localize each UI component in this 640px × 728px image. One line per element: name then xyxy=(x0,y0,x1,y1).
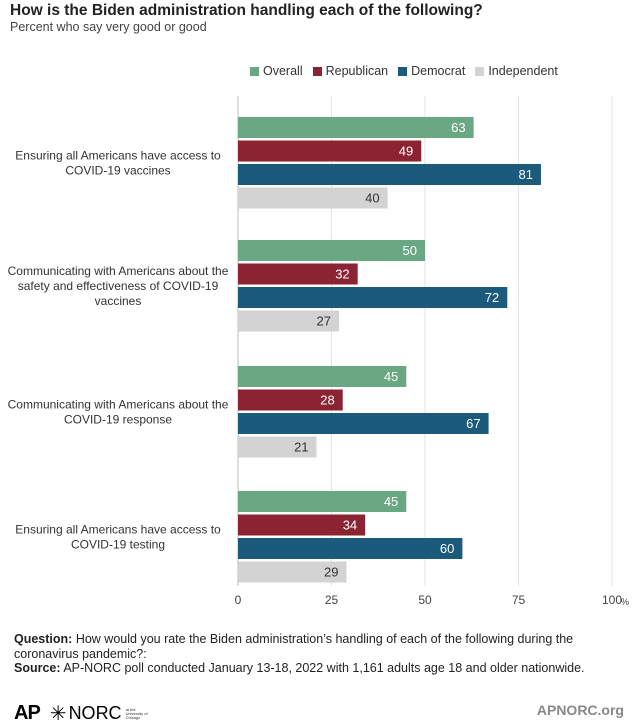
category-label-line: Ensuring all Americans have access to xyxy=(15,148,221,162)
source-label: Source: xyxy=(14,661,61,675)
legend-label-democrat: Democrat xyxy=(411,64,466,78)
bar xyxy=(238,366,407,387)
bar xyxy=(238,263,358,285)
bar-value-label: 40 xyxy=(365,191,379,206)
question-text: How would you rate the Biden administrat… xyxy=(14,632,574,661)
bar xyxy=(238,287,508,308)
legend-swatch-independent xyxy=(475,66,485,76)
bar-value-label: 45 xyxy=(384,369,398,384)
bar xyxy=(238,413,489,434)
x-tick-label: 100 xyxy=(602,593,622,607)
bar-value-label: 81 xyxy=(518,167,532,182)
norc-logo-text: NORC xyxy=(68,703,122,723)
legend-label-republican: Republican xyxy=(325,64,389,78)
category-label: Communicating with Americans about the CO… xyxy=(8,397,229,426)
source-text: AP-NORC poll conducted January 13-18, 20… xyxy=(63,661,585,675)
bar-value-label: 50 xyxy=(403,243,417,258)
category-label: Communicating with Americans about the sa… xyxy=(8,264,229,308)
bar-value-label: 49 xyxy=(399,144,413,159)
bar-value-label: 72 xyxy=(485,290,499,305)
ap-logo: AP xyxy=(14,702,41,724)
legend-swatch-republican xyxy=(312,66,322,76)
bar-value-label: 27 xyxy=(317,314,331,329)
legend-item-republican: Republican xyxy=(312,64,389,78)
legend-item-independent: Independent xyxy=(475,64,558,78)
norc-logo-subtext: at the University of Chicago xyxy=(125,706,148,720)
bar-value-label: 34 xyxy=(343,518,357,533)
bar xyxy=(238,164,541,185)
bar-value-label: 28 xyxy=(320,393,334,408)
bar-chart: 0 25 50 75 100% 63 49 81 40 Ensuring all American… xyxy=(8,96,629,607)
bar xyxy=(238,491,407,512)
bar-value-label: 29 xyxy=(324,565,338,580)
bar-value-label: 32 xyxy=(335,267,349,282)
category-label: Ensuring all Americans have access to COV… xyxy=(15,148,221,177)
x-tick-label: 50 xyxy=(418,593,432,607)
bar xyxy=(238,140,422,162)
site-url: APNORC.org xyxy=(536,702,624,718)
source-note: Source: AP-NORC poll conducted January 1… xyxy=(14,661,626,676)
category-label-line: safety and effectiveness of COVID-19 xyxy=(18,279,219,293)
bar-value-label: 67 xyxy=(466,416,480,431)
bar xyxy=(238,187,388,209)
norc-star-icon: ✳ xyxy=(49,702,67,725)
legend-label-independent: Independent xyxy=(488,64,558,78)
bar xyxy=(238,310,339,332)
bar-value-label: 21 xyxy=(294,440,308,455)
category-label-line: Communicating with Americans about the xyxy=(8,397,229,411)
legend: Overall Republican Democrat Independent xyxy=(250,64,558,78)
legend-swatch-overall xyxy=(250,66,259,76)
legend-item-democrat: Democrat xyxy=(398,64,465,78)
question-note: Question: How would you rate the Biden a… xyxy=(14,632,626,661)
category-label-line: COVID-19 response xyxy=(64,412,172,426)
category-label: Ensuring all Americans have access to COV… xyxy=(15,522,221,551)
bar xyxy=(238,514,366,536)
chart-notes: Question: How would you rate the Biden a… xyxy=(14,632,626,676)
legend-item-overall: Overall xyxy=(250,64,303,78)
bar-value-label: 45 xyxy=(384,494,398,509)
x-tick-label: 25 xyxy=(325,593,339,607)
bar-value-label: 63 xyxy=(451,120,465,135)
bar xyxy=(238,240,425,261)
category-label-line: Communicating with Americans about the xyxy=(8,264,229,278)
bar xyxy=(238,389,343,411)
legend-label-overall: Overall xyxy=(263,64,303,78)
question-label: Question: xyxy=(14,632,73,646)
category-label-line: COVID-19 vaccines xyxy=(65,163,170,177)
category-label-line: COVID-19 testing xyxy=(71,537,165,551)
x-tick-label: 75 xyxy=(512,593,526,607)
legend-swatch-democrat xyxy=(398,66,408,76)
x-tick-label: 0 xyxy=(235,593,242,607)
norc-logo: ✳ NORC at the University of Chicago xyxy=(50,703,150,724)
category-label-line: vaccines xyxy=(95,294,142,308)
bar xyxy=(238,538,463,559)
chart-title: How is the Biden administration handling… xyxy=(10,2,483,19)
bar-value-label: 60 xyxy=(440,541,454,556)
x-unit-label: % xyxy=(621,597,629,607)
logos: AP ✳ NORC at the University of Chicago xyxy=(14,702,150,725)
bar xyxy=(238,436,317,458)
category-label-line: Ensuring all Americans have access to xyxy=(15,522,221,536)
bar xyxy=(238,117,474,138)
chart-subtitle: Percent who say very good or good xyxy=(10,20,207,34)
bar xyxy=(238,561,347,583)
